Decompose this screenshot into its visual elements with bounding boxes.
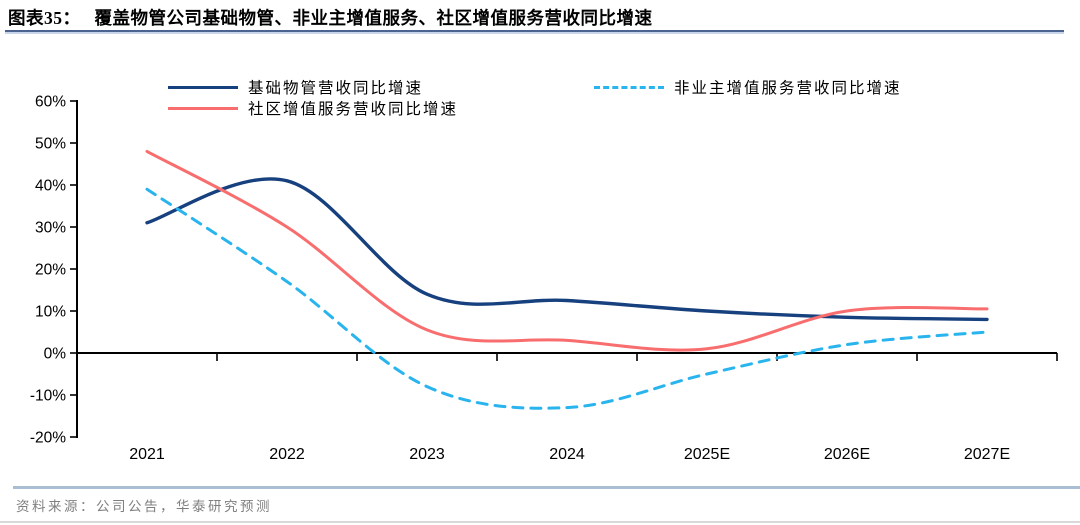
line-chart-plot: 60% 50% 40% 30% 20% 10% 0% -10% -20% 2021 2022 2023… [30, 94, 1058, 463]
title-underline-dark [5, 30, 1064, 32]
series-line-1 [145, 149, 989, 352]
y-axis-tick-label: 0% [44, 346, 67, 363]
x-axis-category-label: 2023 [409, 446, 445, 463]
y-axis-tick-label: -10% [30, 388, 66, 405]
legend-item-nonowner-vas: 非业主增值服务营收同比增速 [594, 76, 902, 98]
legend-label-nonowner-vas: 非业主增值服务营收同比增速 [674, 80, 902, 97]
y-axis-tick-label: 40% [35, 178, 66, 195]
page-bottom-rule [0, 521, 1080, 523]
y-axis-tick-label: 10% [35, 304, 66, 321]
x-axis-category-label: 2022 [269, 446, 305, 463]
series-line-2 [145, 187, 989, 410]
source-note: 资料来源：公司公告，华泰研究预测 [16, 499, 272, 514]
y-axis-tick-label: 60% [35, 94, 66, 111]
figure-title-text: 覆盖物管公司基础物管、非业主增值服务、社区增值服务营收同比增速 [94, 8, 653, 28]
figure-title: 图表35： 覆盖物管公司基础物管、非业主增值服务、社区增值服务营收同比增速 [8, 5, 653, 30]
title-underline-light [5, 32, 1064, 34]
y-axis-tick-label: 50% [35, 136, 66, 153]
y-axis-tick-label: 30% [35, 220, 66, 237]
x-axis-category-label: 2021 [129, 446, 165, 463]
y-axis-tick-label: 20% [35, 262, 66, 279]
x-axis-category-label: 2027E [964, 446, 1010, 463]
legend-label-community-vas: 社区增值服务营收同比增速 [248, 101, 459, 118]
figure-number-label: 图表35： [8, 8, 81, 28]
legend-line-basic-pm [168, 85, 238, 89]
legend-line-community-vas [168, 106, 238, 110]
x-axis-category-label: 2024 [549, 446, 585, 463]
legend-item-basic-pm: 基础物管营收同比增速 [168, 76, 423, 98]
y-axis-tick-label: -20% [30, 430, 66, 447]
legend-line-nonowner-vas [594, 85, 664, 89]
legend-item-community-vas: 社区增值服务营收同比增速 [168, 97, 458, 119]
footer-divider [13, 486, 1080, 489]
series-line-0 [145, 177, 989, 322]
x-axis-category-label: 2025E [684, 446, 730, 463]
legend-label-basic-pm: 基础物管营收同比增速 [248, 80, 424, 97]
x-axis-category-label: 2026E [824, 446, 870, 463]
